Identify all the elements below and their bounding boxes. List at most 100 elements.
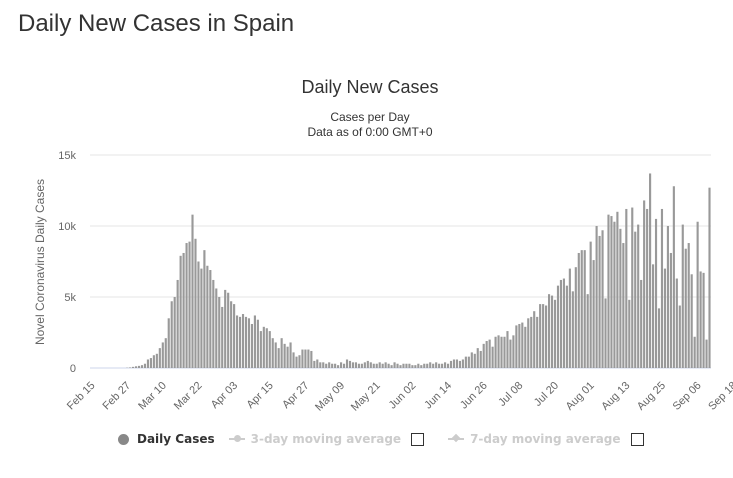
bar[interactable] [254,315,256,368]
bar[interactable] [503,337,505,368]
bar[interactable] [664,269,666,368]
bar[interactable] [367,361,369,368]
bar[interactable] [551,296,553,368]
bar[interactable] [310,351,312,368]
bar[interactable] [453,359,455,368]
bar[interactable] [670,253,672,368]
bar[interactable] [150,358,152,368]
bar[interactable] [218,297,220,368]
checkbox-7-day-average[interactable] [631,433,644,446]
bar[interactable] [613,222,615,368]
bar[interactable] [643,200,645,368]
bar[interactable] [269,331,271,368]
bar[interactable] [224,290,226,368]
bar[interactable] [316,359,318,368]
bar[interactable] [257,320,259,368]
bar[interactable] [272,338,274,368]
bar[interactable] [524,327,526,368]
bar[interactable] [289,342,291,368]
bar[interactable] [278,348,280,368]
bar[interactable] [420,365,422,368]
bar[interactable] [596,226,598,368]
bar[interactable] [530,317,532,368]
bar[interactable] [352,362,354,368]
bar[interactable] [245,317,247,368]
bar[interactable] [376,364,378,368]
bar[interactable] [165,338,167,368]
bar[interactable] [396,364,398,368]
bar[interactable] [471,352,473,368]
bar[interactable] [328,362,330,368]
bar[interactable] [388,364,390,368]
bar[interactable] [391,365,393,368]
bar[interactable] [622,243,624,368]
bar[interactable] [141,365,143,368]
bar[interactable] [393,362,395,368]
legend-item-7-day-average[interactable]: 7-day moving average [448,432,653,446]
bar[interactable] [462,359,464,368]
bar[interactable] [135,366,137,368]
bar[interactable] [144,364,146,368]
bar[interactable] [405,364,407,368]
bar[interactable] [459,361,461,368]
bar[interactable] [358,364,360,368]
bar[interactable] [331,364,333,368]
bar[interactable] [337,365,339,368]
bar[interactable] [385,362,387,368]
bar[interactable] [584,250,586,368]
bar[interactable] [495,337,497,368]
bar[interactable] [474,354,476,368]
bar[interactable] [566,286,568,368]
bar[interactable] [186,243,188,368]
legend-item-daily-cases[interactable]: Daily Cases [118,432,215,446]
bar[interactable] [682,225,684,368]
bar[interactable] [465,357,467,368]
bar[interactable] [572,291,574,368]
bar[interactable] [171,301,173,368]
bar[interactable] [411,365,413,368]
bar[interactable] [601,230,603,368]
bar[interactable] [349,361,351,368]
bar[interactable] [492,347,494,368]
bar[interactable] [649,173,651,368]
bar[interactable] [450,361,452,368]
bar[interactable] [590,242,592,368]
bar[interactable] [587,294,589,368]
bar[interactable] [379,362,381,368]
bar[interactable] [221,307,223,368]
bar[interactable] [497,335,499,368]
bar[interactable] [569,269,571,368]
bar[interactable] [227,293,229,368]
bar[interactable] [515,325,517,368]
bar[interactable] [468,357,470,368]
bar[interactable] [230,301,232,368]
bar[interactable] [542,304,544,368]
bar[interactable] [652,264,654,368]
bar[interactable] [640,280,642,368]
bar[interactable] [658,308,660,368]
bar[interactable] [307,350,309,368]
bar[interactable] [619,229,621,368]
bar[interactable] [203,250,205,368]
bar[interactable] [685,249,687,368]
checkbox-3-day-average[interactable] [411,433,424,446]
bar[interactable] [518,324,520,368]
bar[interactable] [661,209,663,368]
bar[interactable] [688,243,690,368]
bar[interactable] [697,222,699,368]
bar[interactable] [554,300,556,368]
bar[interactable] [156,354,158,368]
bar[interactable] [486,341,488,368]
bar[interactable] [287,347,289,368]
bar[interactable] [694,337,696,368]
bar[interactable] [266,328,268,368]
bar[interactable] [634,232,636,368]
bar[interactable] [560,280,562,368]
bar[interactable] [212,280,214,368]
bar[interactable] [548,294,550,368]
bar[interactable] [340,362,342,368]
bar[interactable] [242,314,244,368]
bar[interactable] [281,338,283,368]
bar[interactable] [646,209,648,368]
bar[interactable] [447,364,449,368]
